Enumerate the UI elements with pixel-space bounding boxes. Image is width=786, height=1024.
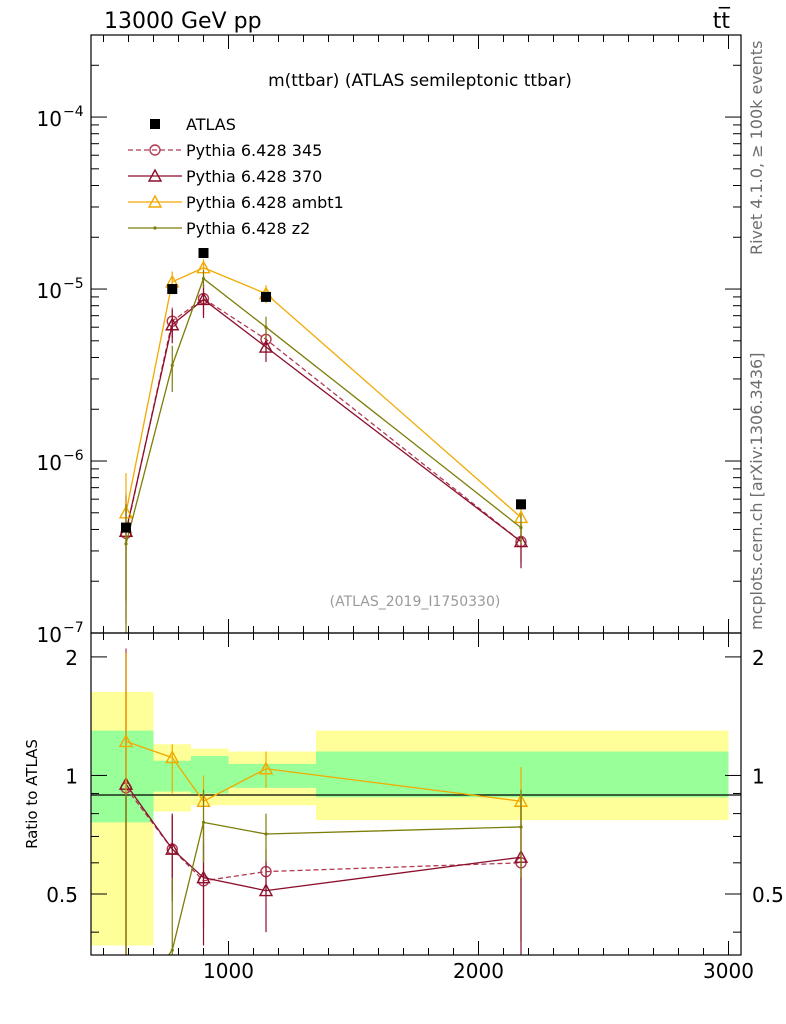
ratio-panel-frame: [90, 632, 742, 956]
ratio-tick-label: 0.5: [46, 883, 78, 907]
ratio-point: [118, 733, 134, 748]
ratio-point: [165, 750, 180, 764]
ratio-band-inner: [191, 756, 229, 794]
series-point: [170, 363, 174, 367]
ratio-tick-label-right: 1: [752, 764, 765, 788]
y-tick-label: 10: [37, 623, 62, 647]
series-point: [513, 534, 529, 548]
ratio-point: [170, 948, 174, 952]
ratio-point: [201, 820, 206, 824]
x-tick-label: 3000: [703, 959, 754, 983]
series-point: [264, 325, 268, 329]
x-tick-label: 1000: [203, 959, 254, 983]
ratio-band-inner: [228, 763, 316, 788]
x-tick-label: 2000: [453, 959, 504, 983]
series-line: [125, 267, 522, 518]
ratio-tick-label: 2: [65, 646, 78, 670]
ratio-point: [264, 832, 268, 836]
legend: ATLAS Pythia 6.428 345 Pythia 6.428 370 Pyt…: [128, 115, 344, 238]
legend-label: Pythia 6.428 z2: [186, 219, 310, 238]
legend-marker-data: [150, 119, 160, 129]
analysis-label: (ATLAS_2019_I1750330): [330, 594, 501, 610]
y-tick-exponent: −5: [63, 276, 84, 292]
series-point: [165, 317, 180, 331]
data-point: [121, 522, 131, 533]
y-tick-exponent: −7: [63, 620, 84, 636]
header-left: 13000 GeV pp: [104, 9, 262, 34]
legend-label-data: ATLAS: [186, 115, 236, 134]
ratio-axis-label: Ratio to ATLAS: [23, 739, 41, 849]
legend-label: Pythia 6.428 345: [186, 141, 322, 160]
ratio-tick-label: 1: [65, 764, 78, 788]
source-label: mcplots.cern.ch [arXiv:1306.3436]: [747, 353, 766, 630]
series-point: [201, 276, 206, 281]
y-tick-label: 10: [37, 451, 62, 475]
header-right: tt̅: [713, 7, 731, 34]
series-point: [124, 542, 128, 546]
rivet-label: Rivet 4.1.0, ≥ 100k events: [747, 41, 766, 255]
legend-label: Pythia 6.428 ambt1: [186, 193, 344, 212]
series-line: [125, 277, 522, 544]
data-point: [167, 284, 178, 295]
legend-marker: [147, 194, 163, 208]
ratio-point: [196, 870, 211, 884]
legend-marker: [153, 226, 157, 230]
data-point: [261, 291, 271, 302]
legend-marker: [149, 144, 161, 156]
ratio-point: [258, 761, 274, 775]
series-point: [196, 291, 211, 306]
data-point: [516, 499, 526, 510]
series-line: [125, 298, 522, 543]
y-tick-label: 10: [37, 107, 62, 131]
y-tick-exponent: −6: [63, 448, 84, 464]
chart-title: m(ttbar) (ATLAS semileptonic ttbar): [268, 71, 572, 91]
series-point: [258, 339, 274, 353]
data-point: [198, 248, 209, 259]
legend-marker: [147, 168, 163, 182]
y-tick-exponent: −4: [63, 104, 84, 120]
ratio-point: [258, 883, 274, 897]
ratio-point: [519, 825, 523, 829]
series-point: [519, 526, 523, 530]
ratio-panel: 0.5 0.5 1 1 2 2 Ratio to ATLAS: [23, 632, 784, 956]
ratio-line: [167, 821, 522, 955]
ratio-tick-label-right: 0.5: [752, 883, 784, 907]
ratio-point: [165, 841, 180, 855]
legend-label: Pythia 6.428 370: [186, 167, 322, 186]
ratio-tick-label-right: 2: [752, 646, 765, 670]
main-panel: 10−710−610−510−4 m(ttbar) (ATLAS semilep…: [37, 34, 742, 647]
series-line: [125, 297, 522, 543]
ratio-band-inner: [316, 751, 729, 798]
y-tick-label: 10: [37, 279, 62, 303]
